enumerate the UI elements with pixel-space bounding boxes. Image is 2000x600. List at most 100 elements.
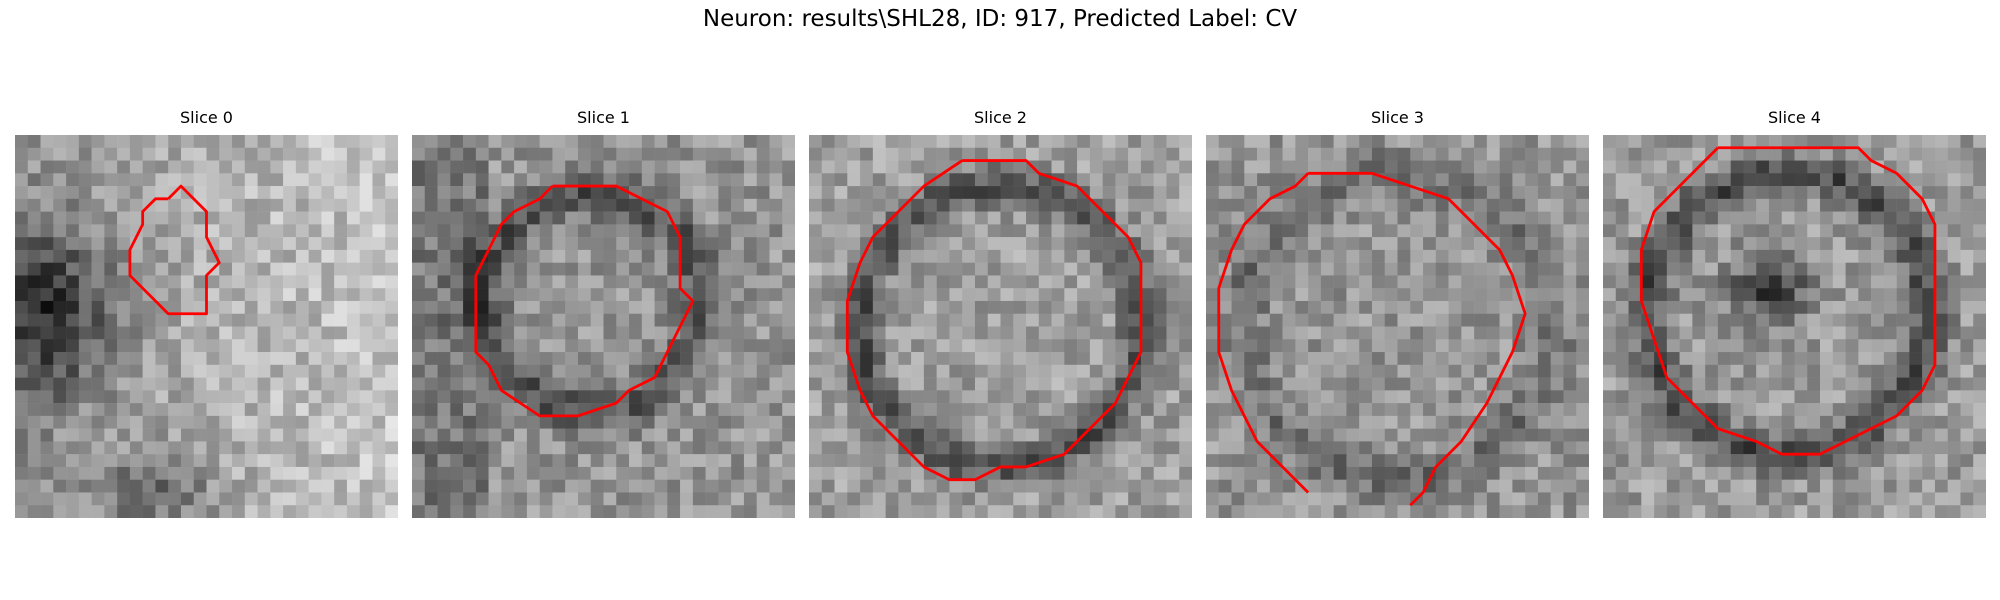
pixel: [1871, 466, 1885, 480]
pixel: [1038, 198, 1052, 212]
pixel: [987, 364, 1001, 378]
pixel: [1909, 249, 1923, 263]
pixel: [1934, 288, 1948, 302]
pixel: [308, 415, 322, 429]
pixel: [1244, 505, 1258, 518]
pixel: [962, 300, 976, 314]
pixel: [577, 492, 591, 506]
pixel: [475, 492, 489, 506]
pixel: [1089, 377, 1103, 391]
pixel: [1486, 275, 1500, 289]
pixel: [1756, 415, 1770, 429]
pixel: [1320, 492, 1334, 506]
pixel: [962, 377, 976, 391]
pixel: [1179, 377, 1192, 391]
pixel: [1166, 352, 1180, 366]
pixel: [1359, 147, 1373, 161]
pixel: [680, 466, 694, 480]
pixel: [667, 275, 681, 289]
pixel: [1858, 173, 1872, 187]
pixel: [155, 237, 169, 251]
pixel: [346, 249, 360, 263]
pixel: [1768, 403, 1782, 417]
pixel: [1576, 390, 1589, 404]
pixel: [834, 339, 848, 353]
pixel: [1525, 505, 1539, 518]
pixel: [270, 479, 284, 493]
pixel: [1654, 466, 1668, 480]
pixel: [936, 224, 950, 238]
pixel: [1973, 466, 1986, 480]
pixel: [450, 198, 464, 212]
pixel: [1768, 288, 1782, 302]
pixel: [1140, 147, 1154, 161]
pixel: [1641, 173, 1655, 187]
pixel: [412, 364, 426, 378]
pixel: [1397, 505, 1411, 518]
pixel: [1845, 441, 1859, 455]
pixel: [731, 300, 745, 314]
pixel: [1654, 441, 1668, 455]
pixel: [834, 454, 848, 468]
pixel: [1756, 224, 1770, 238]
pixel: [1730, 135, 1744, 149]
pixel: [321, 198, 335, 212]
pixel: [1435, 466, 1449, 480]
pixel: [936, 505, 950, 518]
pixel: [1550, 288, 1564, 302]
pixel: [1333, 275, 1347, 289]
pixel: [346, 198, 360, 212]
pixel: [1166, 186, 1180, 200]
pixel: [1922, 135, 1936, 149]
pixel: [603, 275, 617, 289]
pixel: [1371, 275, 1385, 289]
pixel: [40, 275, 54, 289]
pixel: [155, 339, 169, 353]
pixel: [1269, 415, 1283, 429]
pixel: [244, 364, 258, 378]
pixel: [743, 313, 757, 327]
pixel: [66, 288, 80, 302]
pixel: [1257, 403, 1271, 417]
pixel: [385, 186, 398, 200]
pixel: [437, 249, 451, 263]
pixel: [91, 173, 105, 187]
pixel: [1051, 224, 1065, 238]
pixel: [1730, 147, 1744, 161]
pixel: [1896, 505, 1910, 518]
pixel: [1038, 415, 1052, 429]
pixel: [1077, 249, 1091, 263]
pixel: [847, 326, 861, 340]
pixel: [1461, 441, 1475, 455]
pixel: [949, 454, 963, 468]
pixel: [1359, 479, 1373, 493]
pixel: [1013, 249, 1027, 263]
pixel: [590, 466, 604, 480]
pixel: [1768, 352, 1782, 366]
pixel: [1115, 466, 1129, 480]
pixel: [705, 275, 719, 289]
pixel: [1179, 428, 1192, 442]
pixel: [654, 505, 668, 518]
pixel: [1820, 326, 1834, 340]
pixel: [974, 160, 988, 174]
pixel: [680, 186, 694, 200]
pixel: [1153, 300, 1167, 314]
pixel: [1603, 352, 1617, 366]
pixel: [603, 326, 617, 340]
pixel: [1858, 492, 1872, 506]
pixel: [718, 275, 732, 289]
pixel: [66, 479, 80, 493]
pixel: [1858, 186, 1872, 200]
pixel: [949, 288, 963, 302]
pixel: [769, 466, 783, 480]
pixel: [1768, 237, 1782, 251]
pixel: [1486, 198, 1500, 212]
pixel: [385, 262, 398, 276]
pixel: [885, 441, 899, 455]
pixel: [756, 147, 770, 161]
pixel: [1013, 390, 1027, 404]
pixel: [974, 275, 988, 289]
pixel: [27, 415, 41, 429]
pixel: [1218, 428, 1232, 442]
